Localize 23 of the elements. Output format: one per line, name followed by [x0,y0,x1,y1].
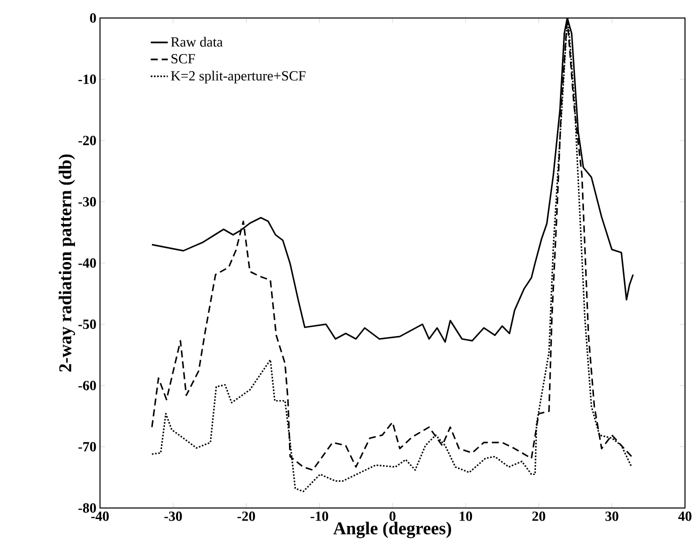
x-tick-label: -10 [310,512,328,521]
x-tick-label: 20 [532,512,546,521]
y-tick-label: -50 [78,320,96,329]
legend-label: SCF [172,54,195,64]
y-tick-label: -60 [78,380,96,390]
y-tick-label: -20 [78,136,96,146]
x-tick-label: -40 [91,512,109,521]
y-tick-label: 0 [90,13,96,23]
x-axis-title: Angle (degrees) [333,522,452,538]
x-tick-label: 0 [390,512,396,521]
x-tick-label: 30 [605,512,618,521]
x-tick-label: -20 [237,512,256,521]
x-tick-label: -30 [164,512,182,521]
y-tick-label: -30 [78,197,96,206]
legend-label: Raw data [170,36,223,47]
y-tick-label: -10 [78,74,96,84]
x-tick-label: 10 [460,512,472,521]
legend-label: K=2 split-aperture+SCF [170,70,306,84]
y-tick-label: -80 [78,503,96,513]
y-axis-title: 2-way radiation pattern (db) [58,154,76,372]
x-tick-label: 40 [678,512,692,521]
y-tick-label: -40 [78,258,96,268]
y-tick-label: -70 [78,442,96,452]
